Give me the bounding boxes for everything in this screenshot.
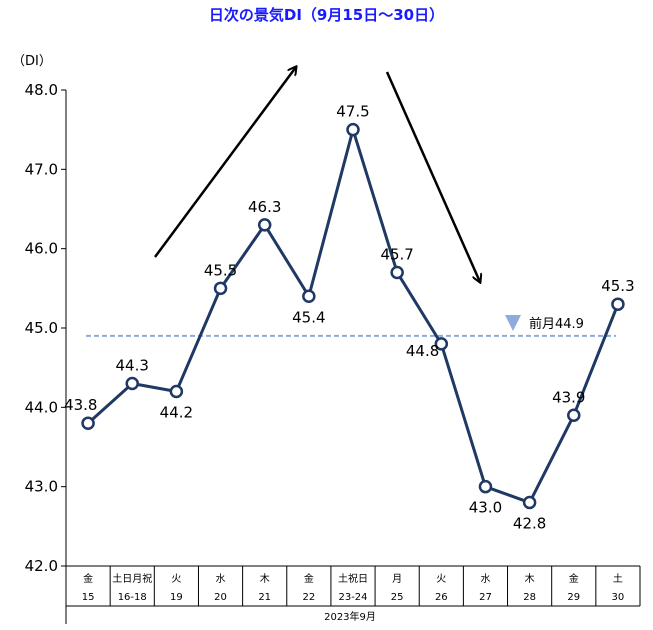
category-date-label: 29 [567, 592, 580, 603]
data-point [213, 281, 228, 296]
data-label: 47.5 [336, 103, 369, 121]
data-label: 46.3 [248, 198, 281, 216]
category-date-label: 28 [523, 592, 536, 603]
category-date-label: 26 [435, 592, 448, 603]
data-point [346, 122, 360, 137]
downward-trend-arrow [385, 71, 480, 282]
data-point [81, 416, 95, 430]
data-point [390, 265, 404, 280]
data-label: 45.7 [380, 245, 413, 263]
data-label: 43.0 [469, 499, 502, 517]
data-label: 43.9 [552, 388, 585, 406]
category-date-label: 19 [170, 592, 183, 603]
data-point [125, 376, 139, 391]
category-date-label: 22 [302, 592, 315, 603]
y-tick-label: 42.0 [25, 557, 58, 575]
category-day-label: 金 [304, 572, 314, 585]
reference-marker-icon [505, 315, 521, 331]
y-tick-label: 48.0 [25, 81, 58, 99]
data-label: 44.2 [160, 403, 193, 421]
category-day-label: 土 [613, 572, 623, 585]
category-date-label: 15 [82, 592, 95, 603]
data-label: 45.3 [601, 277, 634, 295]
category-day-label: 月 [392, 573, 402, 585]
chart-title: 日次の景気DI（9月15日〜30日） [208, 6, 445, 24]
category-date-label: 21 [258, 592, 271, 603]
data-label: 45.4 [292, 308, 325, 326]
y-tick-label: 47.0 [25, 160, 58, 178]
category-day-label: 木 [260, 573, 270, 585]
category-day-label: 土日月祝 [112, 572, 152, 585]
category-day-label: 木 [525, 573, 535, 585]
category-date-label: 25 [391, 592, 404, 603]
data-label: 44.3 [116, 357, 149, 375]
category-date-label: 27 [479, 592, 492, 603]
category-day-label: 火 [436, 573, 446, 585]
data-point [478, 479, 493, 494]
data-point [567, 408, 581, 423]
category-date-label: 16-18 [118, 592, 147, 603]
reference-line-label: 前月44.9 [529, 316, 584, 332]
data-label: 45.5 [204, 261, 237, 279]
y-tick-label: 46.0 [25, 240, 58, 258]
category-date-label: 20 [214, 592, 227, 603]
category-day-label: 水 [480, 573, 490, 585]
data-point [611, 297, 625, 311]
category-day-label: 水 [216, 573, 226, 585]
category-date-label: 23-24 [338, 592, 367, 603]
data-point [257, 218, 272, 232]
data-label: 43.8 [64, 396, 97, 414]
data-point [302, 289, 316, 304]
upward-trend-arrow [153, 67, 296, 258]
category-day-label: 土祝日 [338, 572, 368, 585]
category-day-label: 火 [171, 573, 181, 585]
y-tick-label: 45.0 [25, 319, 58, 337]
category-day-label: 金 [569, 572, 579, 585]
data-label: 42.8 [513, 515, 546, 533]
data-point [434, 337, 449, 351]
data-point [522, 495, 537, 510]
data-label: 44.8 [406, 342, 439, 360]
y-axis-unit: （DI） [12, 54, 52, 69]
data-point [169, 384, 184, 399]
y-tick-label: 44.0 [25, 398, 58, 416]
category-date-label: 30 [612, 592, 625, 603]
y-tick-label: 43.0 [25, 478, 58, 496]
category-day-label: 金 [83, 572, 93, 585]
x-group-label: 2023年9月 [324, 610, 376, 623]
